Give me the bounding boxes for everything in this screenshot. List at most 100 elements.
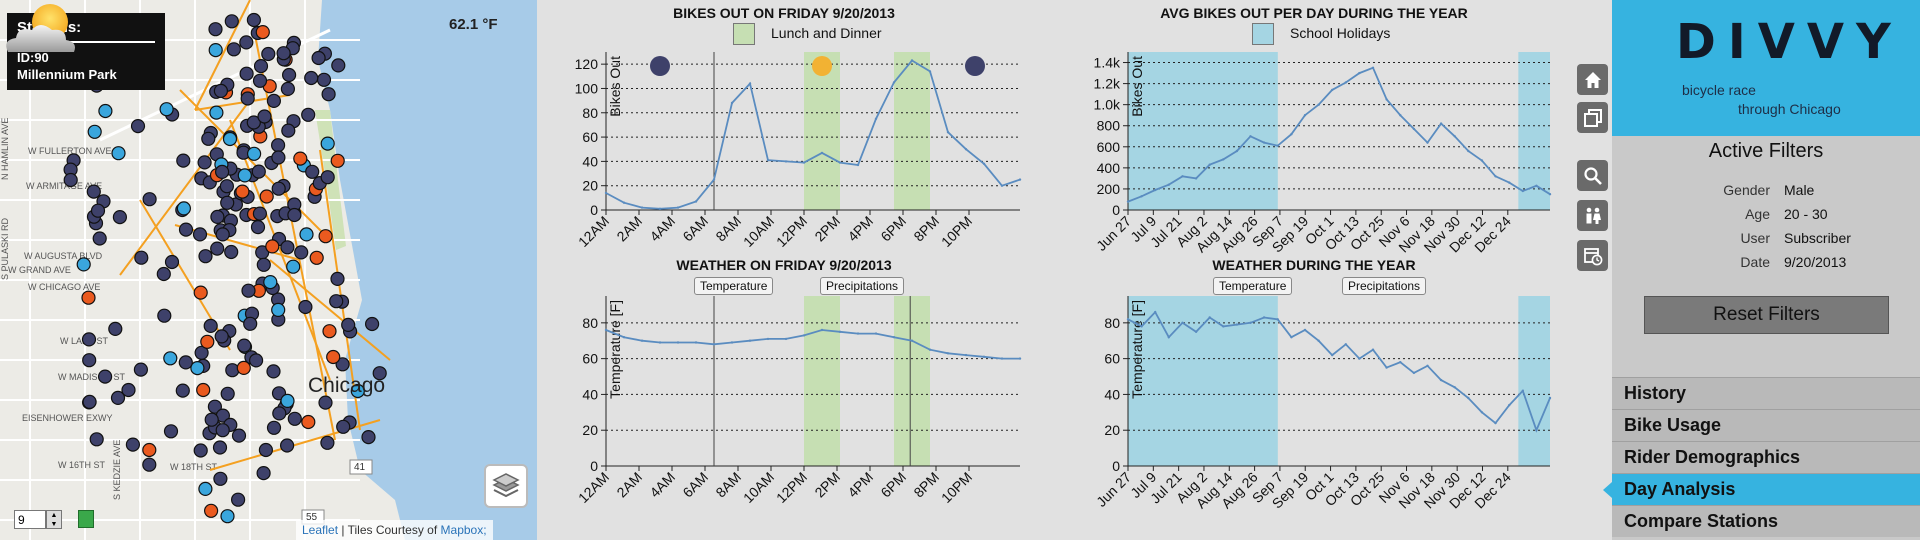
shaded-range [1128,52,1278,210]
data-point [1126,318,1130,321]
station-marker [326,349,341,365]
trip-route [194,0,251,111]
data-point [1344,81,1348,84]
station-marker [178,222,194,237]
station-id: ID:90 [17,50,49,65]
station-marker [282,67,297,83]
legend-label-lunch-dinner: Lunch and Dinner [771,25,882,41]
station-marker [81,290,96,305]
filter-key-age: Age [1745,206,1770,222]
series-line [1127,66,1551,203]
station-marker [178,355,193,370]
data-point [676,341,680,344]
station-marker [266,93,281,109]
data-point [730,341,734,344]
brand-tagline-2: through Chicago [1738,101,1841,117]
active-pointer [1603,482,1612,498]
data-point [856,163,860,167]
data-point [1371,348,1375,351]
copy-button[interactable] [1577,102,1608,133]
data-point [1126,200,1130,203]
station-marker [240,91,255,106]
nav-item-day-analysis[interactable]: Day Analysis [1603,473,1920,505]
data-point [1439,122,1443,125]
brand-tagline-1: bicycle race [1682,82,1756,98]
data-point [1222,325,1225,328]
data-point [676,206,680,209]
y-tick-label: 400 [1097,160,1121,176]
nav-item-rider-demographics[interactable]: Rider Demographics [1612,441,1920,473]
station-name: Millennium Park [17,67,117,82]
station-marker [287,207,302,223]
shaded-range [1518,296,1550,466]
station-marker [318,395,333,410]
station-marker [163,351,178,366]
station-marker [159,102,174,117]
station-marker [331,58,346,73]
zoom-input[interactable] [14,510,46,529]
station-marker [108,321,123,336]
station-marker [286,259,301,274]
station-marker [82,394,97,409]
tag-precipitations-year[interactable]: Precipitations [1342,277,1427,295]
mapbox-link[interactable]: Mapbox; [440,523,487,537]
station-marker [220,509,235,524]
data-point [1508,181,1511,184]
station-marker [365,316,380,332]
demographics-button[interactable] [1577,200,1608,231]
station-marker [298,299,313,315]
station-marker [318,229,333,244]
data-point [1385,366,1388,369]
data-point [1317,103,1320,106]
tag-temperature-year[interactable]: Temperature [1213,277,1293,295]
nav-item-history[interactable]: History [1612,377,1920,409]
day-analysis-button[interactable] [1577,240,1608,271]
station-marker [134,250,149,265]
data-point [928,348,932,351]
station-marker [176,153,191,168]
station-marker [231,428,247,443]
city-label: Chicago [308,374,386,397]
nav-item-compare-stations[interactable]: Compare Stations [1612,505,1920,537]
search-button[interactable] [1577,160,1608,191]
reset-filters-button[interactable]: Reset Filters [1644,296,1889,334]
filter-key-user: User [1740,230,1770,246]
tag-temperature-day[interactable]: Temperature [694,277,774,295]
data-point [1262,316,1266,319]
data-point [712,343,716,346]
data-point [694,200,698,203]
station-marker [224,14,239,29]
data-point [1412,127,1416,131]
station-marker [320,170,335,185]
y-tick-label: 1.4k [1094,55,1121,71]
station-marker [341,317,356,332]
nav-item-bike-usage[interactable]: Bike Usage [1612,409,1920,441]
y-axis-label: Bikes Out [1129,56,1145,117]
data-point [694,341,698,344]
station-marker [90,203,106,218]
zoom-spinner[interactable]: ▲ ▼ [46,510,62,529]
chart-title-bikes-year: AVG BIKES OUT PER DAY DURING THE YEAR [1160,5,1468,21]
leaflet-link[interactable]: Leaflet [302,523,339,537]
station-marker [251,164,266,179]
y-tick-label: 120 [575,56,599,72]
station-marker [92,231,107,246]
street-label: W FULLERTON AVE [28,146,112,156]
station-marker [226,42,241,57]
station-marker [287,411,302,426]
station-marker [210,241,225,256]
station-marker [247,146,262,161]
map-canvas[interactable]: W FULLERTON AVE W ARMITAGE AVE W AUGUSTA B… [0,0,537,540]
station-marker [320,435,335,450]
street-label: EISENHOWER EXWY [22,413,113,423]
filter-key-gender: Gender [1723,182,1770,198]
y-axis-label: Temperature [F] [1129,300,1145,399]
station-marker [329,294,344,309]
home-button[interactable] [1577,64,1608,95]
layers-button[interactable] [484,464,528,508]
station-marker [259,189,274,204]
tag-precipitations-day[interactable]: Precipitations [820,277,905,295]
station-map[interactable]: W FULLERTON AVE W ARMITAGE AVE W AUGUSTA B… [0,0,537,540]
station-marker [142,457,157,472]
data-point [604,191,608,195]
